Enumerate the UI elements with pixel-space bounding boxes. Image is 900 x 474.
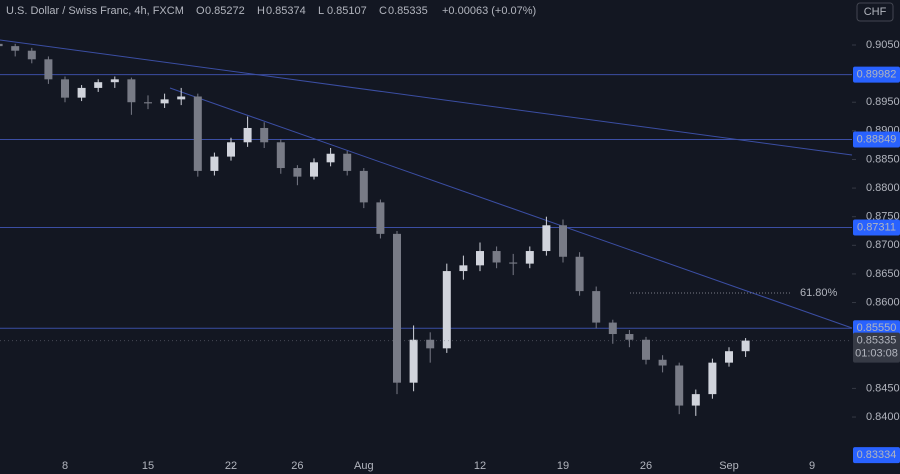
candle-body (27, 50, 36, 60)
symbol-title: U.S. Dollar / Swiss Franc, 4h, FXCM (6, 5, 184, 17)
level-label: 0.87311 (857, 221, 896, 233)
candle-body (160, 99, 169, 104)
level-label: 0.89982 (857, 69, 897, 81)
candle-body (61, 79, 69, 98)
x-tick-label: 9 (809, 460, 815, 472)
ohlc-value: 0.85374 (266, 5, 306, 17)
x-tick-label: 22 (225, 460, 237, 472)
candle-body (0, 43, 3, 47)
ohlc-key: C (379, 5, 387, 17)
level-tag (853, 219, 900, 236)
level-tag (853, 320, 900, 337)
candle-body (260, 127, 269, 143)
candle-body (210, 156, 219, 171)
level-label: 0.85550 (857, 322, 897, 334)
candle-body (44, 59, 53, 80)
candle-body (343, 153, 352, 171)
ohlc-header: O 0.85272 H 0.85374 L 0.85107 C 0.85335 +0.00063… (196, 5, 536, 17)
candle-body (393, 233, 401, 383)
candle-body (77, 87, 86, 98)
candle-body (708, 362, 717, 395)
candle-body (426, 339, 435, 349)
candle-body (144, 102, 152, 104)
candle-body (608, 322, 617, 335)
candle-body (575, 256, 584, 292)
candle-body (409, 339, 418, 383)
countdown-label: 01:03:08 (855, 348, 898, 360)
candle-body (675, 365, 684, 406)
candle-body (625, 334, 634, 340)
plot-area: 61.80% (0, 39, 853, 416)
candle-body (725, 351, 733, 363)
last-price-tag (853, 332, 900, 363)
level-label: 0.88849 (857, 133, 897, 145)
candle-body (359, 170, 368, 203)
candle-body (542, 225, 551, 252)
candle-body (94, 82, 103, 88)
candle-body (691, 394, 700, 406)
bottom-marker-label: 0.83334 (857, 449, 897, 461)
candle-body (310, 162, 318, 177)
candle-body (326, 153, 335, 163)
candle-body (658, 359, 667, 366)
candle-body (243, 127, 252, 143)
candle-body (11, 46, 20, 51)
candle-body (525, 251, 534, 264)
ohlc-key: H (257, 5, 265, 17)
candle-body (376, 202, 385, 234)
candle-body (276, 142, 285, 169)
x-tick-label: 19 (557, 460, 569, 472)
last-price-label: 0.85335 (857, 335, 897, 347)
level-tag (853, 66, 900, 83)
candle-body (193, 96, 202, 171)
trend-line (169, 87, 853, 329)
candle-body (741, 340, 750, 352)
price-change: +0.00063 (+0.07%) (442, 5, 536, 17)
x-tick-label: 8 (62, 460, 68, 472)
x-tick-label: 15 (142, 460, 154, 472)
candle-body (509, 262, 518, 264)
ohlc-key: O (196, 5, 205, 17)
candle-body (442, 271, 451, 349)
bottom-marker-tag (853, 447, 900, 464)
trend-line (0, 39, 853, 156)
x-tick-label: 12 (474, 460, 486, 472)
level-tag (853, 131, 900, 148)
x-tick-label: 26 (291, 460, 303, 472)
candle-body (127, 79, 136, 103)
fib-label: 61.80% (800, 287, 838, 299)
ohlc-value: 0.85107 (327, 5, 367, 17)
currency-label[interactable]: CHF (864, 6, 887, 18)
candle-body (592, 291, 601, 323)
ohlc-value: 0.85335 (388, 5, 428, 17)
candle-body (492, 251, 501, 263)
ohlc-key: L (318, 5, 324, 17)
ohlc-value: 0.85272 (205, 5, 245, 17)
candle-body (110, 79, 119, 83)
candle-body (293, 168, 302, 177)
candle-body (459, 265, 468, 272)
candle-body (177, 96, 186, 100)
x-tick-label: Sep (719, 460, 739, 472)
x-tick-label: 26 (640, 460, 652, 472)
x-tick-label: Aug (354, 460, 374, 472)
candle-body (476, 251, 484, 266)
currency-button[interactable] (856, 2, 894, 22)
candle-body (642, 339, 650, 360)
candle-body (559, 225, 567, 257)
candle-body (227, 142, 235, 157)
